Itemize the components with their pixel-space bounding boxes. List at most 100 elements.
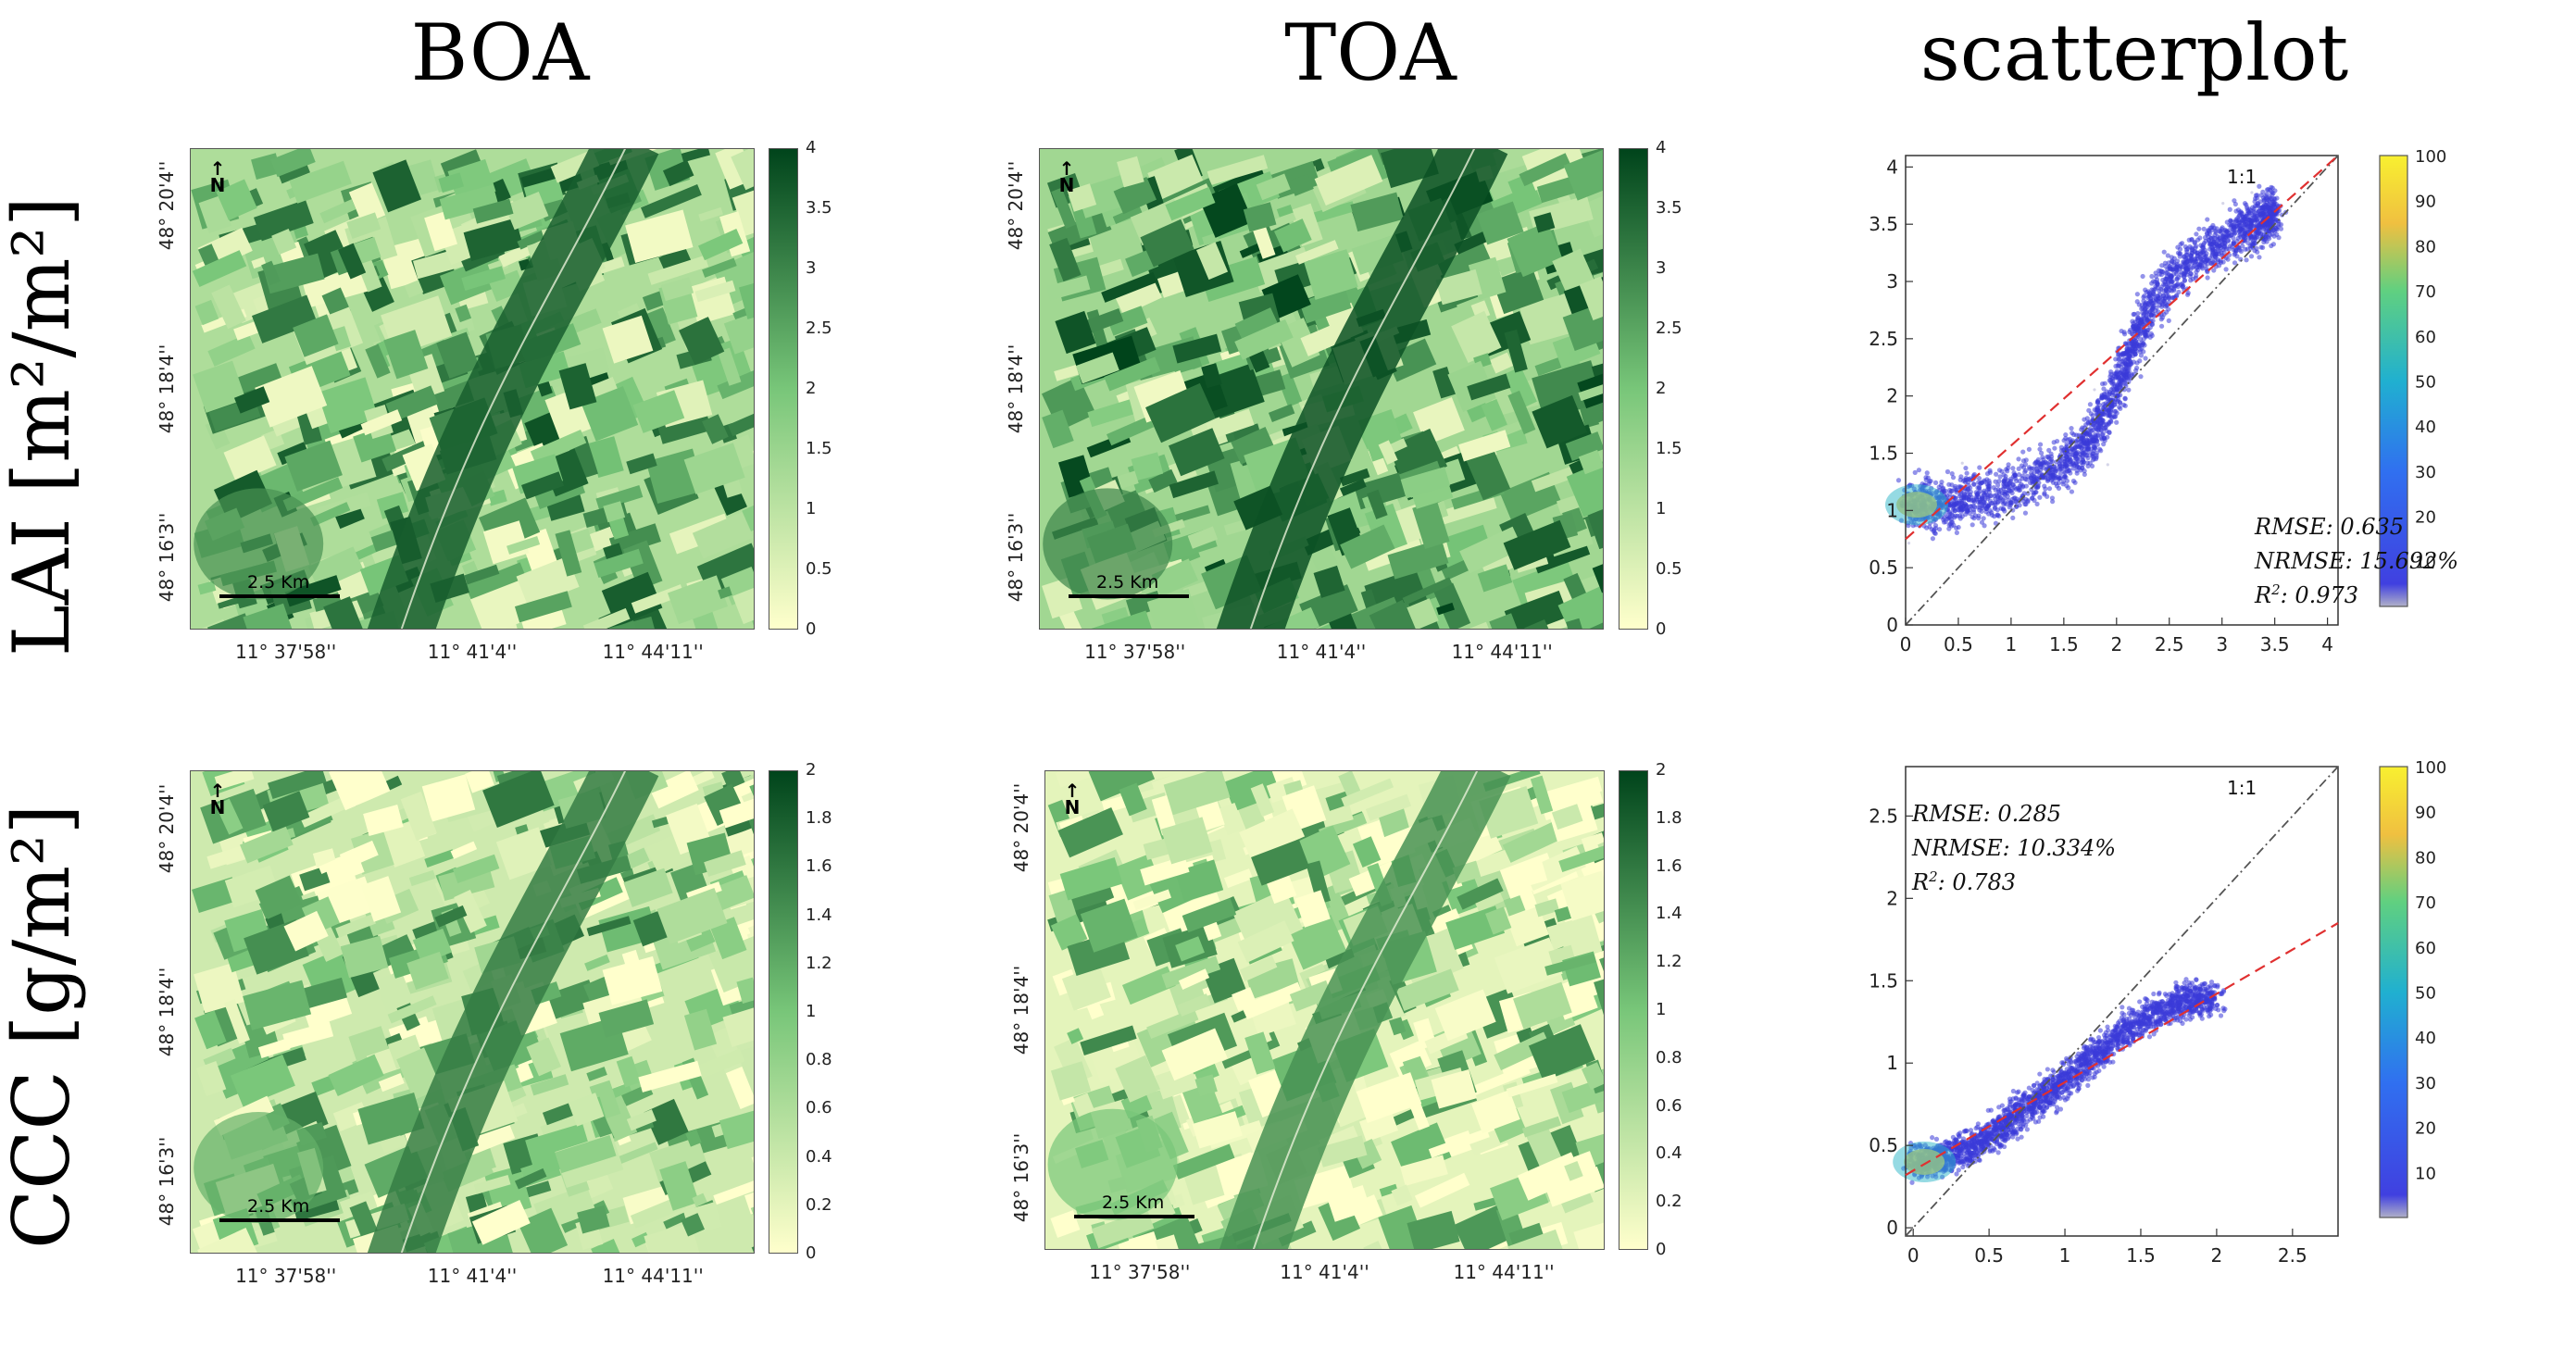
lai-density-colorbar-tick: 60	[2415, 328, 2436, 347]
lai-scatter-point	[2173, 293, 2179, 299]
ccc-density-colorbar-tick: 100	[2415, 758, 2446, 778]
lai-scatter-point	[2181, 273, 2187, 280]
lai-scatter-point	[2011, 495, 2017, 501]
lai-scatter-point	[2251, 223, 2257, 229]
lai-rmse: RMSE: 0.635	[2255, 514, 2405, 540]
lai-scatter-point	[1985, 483, 1991, 490]
lai-scatter-point	[2035, 483, 2041, 489]
ccc-scatter-point	[2045, 1067, 2050, 1072]
lai-scatter-point	[2248, 254, 2255, 259]
ccc-scatter-point	[2138, 1017, 2144, 1022]
lai-scatter-point	[2120, 402, 2127, 407]
ccc-scatter-point	[2054, 1105, 2060, 1110]
ccc-scatter-point	[1980, 1132, 1985, 1139]
ccc-scatter-point	[2020, 1093, 2027, 1098]
lai-scatter-point	[2054, 483, 2060, 489]
ccc-scatter-point	[2088, 1047, 2094, 1053]
lai-scatter-point	[2205, 217, 2210, 222]
lai-scatter-point	[2117, 356, 2122, 362]
lai-scatter-point	[2085, 420, 2091, 426]
ccc-scatter-point	[1964, 1128, 1970, 1134]
lai-scatter-point	[2134, 365, 2140, 371]
lai-scatter-point	[2154, 277, 2160, 282]
lai-scatter-point	[1989, 512, 1995, 518]
ccc-scatter-point	[2063, 1082, 2069, 1089]
ccc-scatter-point	[2173, 980, 2179, 985]
boa-lai-lat-label: 48° 16'3''	[156, 512, 178, 603]
toa-ccc-north-label: N	[1064, 796, 1081, 818]
boa-ccc-colorbar-tick: 2	[806, 760, 817, 780]
ccc-density-colorbar	[2379, 766, 2408, 1218]
toa-lai-lat-label: 48° 20'4''	[1005, 161, 1027, 251]
lai-scatter-point	[2166, 318, 2171, 323]
lai-scatter-point	[1975, 492, 1981, 497]
lai-scatter-point	[2179, 281, 2185, 287]
ccc-scatter-point	[2026, 1085, 2032, 1091]
lai-scatter-point	[2037, 442, 2044, 447]
lai-scatter-point	[2076, 432, 2082, 438]
lai-scatter-point	[2001, 506, 2007, 512]
ccc-scatter-point	[2024, 1127, 2030, 1132]
lai-scatter-point	[2039, 450, 2045, 456]
ccc-scatter-point	[2143, 1028, 2149, 1033]
lai-scatter-point	[2255, 195, 2260, 201]
lai-scatter-point	[1966, 476, 1971, 482]
lai-scatter-point	[2033, 459, 2039, 465]
lai-scatter-point	[2003, 481, 2008, 487]
ccc-scatter-point	[1992, 1147, 1997, 1153]
lai-scatter-point	[2040, 475, 2046, 481]
lai-y-tick-label: 1.5	[1869, 443, 1898, 465]
lai-scatter-point	[1971, 481, 1977, 487]
lai-scatter-point	[2161, 311, 2167, 318]
boa-lai-lon-label: 11° 41'4''	[427, 641, 518, 663]
ccc-scatter-point	[2085, 1082, 2091, 1088]
ccc-scatter-point	[2214, 1002, 2220, 1008]
lai-scatter-point	[2005, 465, 2011, 471]
toa-lai-lon-label: 11° 41'4''	[1276, 641, 1367, 663]
ccc-scatter-point	[1984, 1142, 1991, 1147]
lai-scatter-point	[2168, 266, 2173, 271]
lai-scatter-point	[2064, 442, 2070, 447]
ccc-x-tick-label: 1.5	[2126, 1244, 2156, 1267]
lai-scatter-point	[2020, 449, 2026, 455]
lai-scatter-point	[2150, 310, 2156, 317]
lai-scatter-point	[1963, 511, 1969, 518]
lai-scatter-point	[2064, 446, 2070, 452]
lai-scatter-point	[2256, 208, 2261, 214]
boa-lai-colorbar-tick: 2.5	[806, 318, 832, 338]
toa-lai-colorbar-tick: 2	[1656, 379, 1667, 398]
lai-scatter-point	[2043, 459, 2048, 465]
lai-r2: R2: 0.973	[2255, 581, 2359, 608]
lai-scatter-point	[2193, 275, 2198, 281]
toa-ccc-lat-label: 48° 16'3''	[1010, 1133, 1032, 1223]
lai-x-tick-label: 0.5	[1944, 633, 1973, 656]
ccc-scatter-point	[2131, 1022, 2137, 1028]
lai-scatter-point	[2141, 294, 2146, 300]
lai-scatter-point	[2174, 265, 2180, 270]
lai-scatter-point	[2138, 353, 2145, 358]
lai-x-tick-label: 1.5	[2049, 633, 2079, 656]
ccc-scatter-point	[2110, 1040, 2116, 1045]
lai-scatter-point	[2029, 466, 2034, 471]
lai-y-tick-label: 0.5	[1869, 556, 1898, 579]
lai-scatter-point	[2185, 290, 2191, 296]
ccc-scatter-point	[1960, 1145, 1966, 1151]
lai-scatter-point	[2149, 281, 2155, 286]
lai-scatter-point	[2066, 485, 2071, 491]
ccc-scatter-point	[2146, 1034, 2153, 1040]
ccc-scatter-point	[2198, 1012, 2205, 1018]
lai-scatter-point	[2017, 503, 2022, 508]
toa-lai-lon-label: 11° 44'11''	[1451, 641, 1553, 663]
row-title-lai: LAI [m²/m²]	[0, 196, 87, 656]
lai-scatter-point	[2025, 499, 2031, 505]
ccc-scatter-point	[2101, 1064, 2107, 1069]
lai-scatter-point	[2106, 396, 2111, 402]
ccc-scatter-point	[2075, 1076, 2081, 1081]
lai-scatter-point	[2192, 240, 2197, 246]
lai-scatter-point	[2255, 249, 2260, 255]
lai-scatter-point	[2202, 247, 2208, 253]
ccc-scatter-point	[2118, 1030, 2124, 1035]
lai-scatter-point	[2225, 238, 2232, 243]
lai-scatter-point	[2229, 232, 2234, 238]
ccc-density-colorbar-tick: 40	[2415, 1029, 2436, 1048]
